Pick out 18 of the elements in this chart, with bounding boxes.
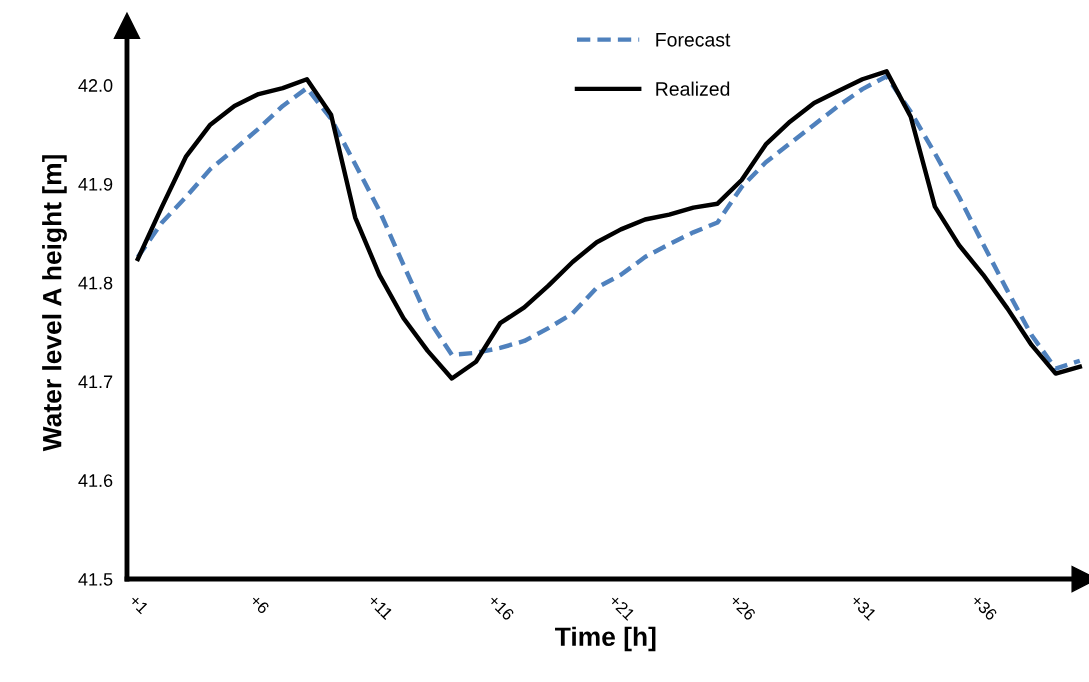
x-tick-label: +36	[970, 593, 998, 622]
x-tick-label: +1	[128, 593, 150, 615]
x-tick-label: +21	[608, 593, 636, 621]
x-tick-label: +11	[367, 593, 394, 620]
y-tick-label: 42.0	[78, 79, 113, 92]
y-tick-label: 41.5	[78, 573, 113, 586]
y-tick-label: 41.6	[78, 474, 113, 487]
y-tick-label: 41.7	[78, 375, 113, 389]
y-axis-title: Water level A height [m]	[42, 155, 67, 452]
x-axis-title: Time [h]	[555, 626, 656, 652]
x-tick-label: +6	[249, 593, 270, 615]
legend-label: Realized	[656, 81, 730, 96]
x-tick-label: +26	[729, 593, 757, 622]
y-tick-label: 41.9	[78, 177, 113, 191]
x-tick-label: +31	[849, 593, 878, 621]
legend-label: Forecast	[656, 33, 731, 47]
y-tick-label: 41.8	[78, 276, 113, 290]
x-tick-label: +16	[487, 593, 515, 622]
